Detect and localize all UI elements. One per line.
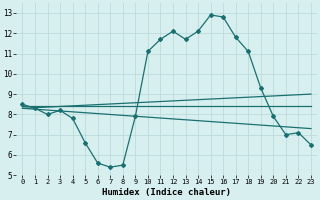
X-axis label: Humidex (Indice chaleur): Humidex (Indice chaleur) [102, 188, 231, 197]
